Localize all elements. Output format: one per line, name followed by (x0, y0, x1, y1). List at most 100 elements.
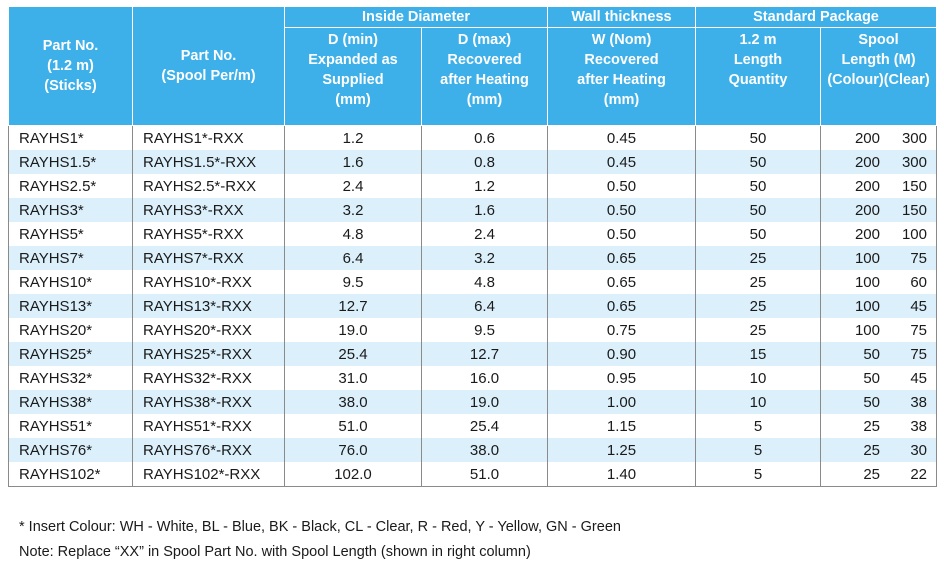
part-no-cell: RAYHS38* (8, 390, 133, 414)
d-max-cell: 51.0 (421, 462, 548, 487)
d-max-cell: 0.8 (421, 150, 548, 174)
wall-thickness-cell: 0.45 (547, 150, 696, 174)
part-no-cell: RAYHS1* (8, 125, 133, 150)
header-inside-diameter: Inside Diameter (284, 6, 548, 28)
d-min-cell: 6.4 (284, 246, 422, 270)
table-row: RAYHS10* RAYHS10*-RXX 9.5 4.8 0.65 25 100 60 (8, 270, 938, 294)
table-row: RAYHS13* RAYHS13*-RXX 12.7 6.4 0.65 25 100 45 (8, 294, 938, 318)
table-row: RAYHS5* RAYHS5*-RXX 4.8 2.4 0.50 50 200 100 (8, 222, 938, 246)
spool-colour-value: 100 (854, 273, 880, 291)
part-no-cell: RAYHS5* (8, 222, 133, 246)
spool-length-cell: 25 38 (819, 414, 938, 438)
length-quantity-cell: 10 (695, 366, 821, 390)
length-quantity-cell: 50 (695, 198, 821, 222)
part-no-cell: RAYHS10* (8, 270, 133, 294)
table-row: RAYHS76* RAYHS76*-RXX 76.0 38.0 1.25 5 25 30 (8, 438, 938, 462)
spool-part-no-cell: RAYHS1*-RXX (132, 125, 285, 150)
spec-table: Part No. (1.2 m) (Sticks) Part No. (Spoo… (8, 6, 938, 487)
part-no-cell: RAYHS3* (8, 198, 133, 222)
d-max-cell: 3.2 (421, 246, 548, 270)
spool-length-cell: 200 300 (819, 150, 938, 174)
spool-part-no-cell: RAYHS1.5*-RXX (132, 150, 285, 174)
table-row: RAYHS7* RAYHS7*-RXX 6.4 3.2 0.65 25 100 75 (8, 246, 938, 270)
d-max-cell: 16.0 (421, 366, 548, 390)
part-no-cell: RAYHS76* (8, 438, 133, 462)
spool-length-cell: 100 75 (819, 318, 938, 342)
header-spool-length: Spool Length (M) (Colour)(Clear) (819, 27, 938, 126)
spool-part-no-cell: RAYHS20*-RXX (132, 318, 285, 342)
part-no-cell: RAYHS7* (8, 246, 133, 270)
d-min-cell: 2.4 (284, 174, 422, 198)
table-body: RAYHS1* RAYHS1*-RXX 1.2 0.6 0.45 50 200 300 RAYH… (8, 125, 938, 487)
part-no-cell: RAYHS13* (8, 294, 133, 318)
wall-thickness-cell: 0.65 (547, 246, 696, 270)
length-quantity-cell: 50 (695, 125, 821, 150)
length-quantity-cell: 50 (695, 222, 821, 246)
part-no-cell: RAYHS102* (8, 462, 133, 487)
spool-clear-value: 75 (910, 321, 927, 339)
header-w-nom: W (Nom) Recovered after Heating (mm) (547, 27, 696, 126)
spool-part-no-cell: RAYHS5*-RXX (132, 222, 285, 246)
spool-colour-value: 100 (854, 249, 880, 267)
spool-part-no-cell: RAYHS32*-RXX (132, 366, 285, 390)
wall-thickness-cell: 0.75 (547, 318, 696, 342)
d-max-cell: 19.0 (421, 390, 548, 414)
spool-clear-value: 75 (910, 345, 927, 363)
d-min-cell: 1.2 (284, 125, 422, 150)
d-max-cell: 1.2 (421, 174, 548, 198)
d-max-cell: 1.6 (421, 198, 548, 222)
length-quantity-cell: 5 (695, 462, 821, 487)
d-max-cell: 38.0 (421, 438, 548, 462)
spool-colour-value: 200 (854, 225, 880, 243)
d-min-cell: 1.6 (284, 150, 422, 174)
spool-clear-value: 45 (910, 297, 927, 315)
wall-thickness-cell: 0.95 (547, 366, 696, 390)
d-max-cell: 0.6 (421, 125, 548, 150)
length-quantity-cell: 15 (695, 342, 821, 366)
table-row: RAYHS51* RAYHS51*-RXX 51.0 25.4 1.15 5 25 38 (8, 414, 938, 438)
spool-colour-value: 50 (863, 393, 880, 411)
spool-clear-value: 38 (910, 393, 927, 411)
spool-clear-value: 45 (910, 369, 927, 387)
length-quantity-cell: 25 (695, 270, 821, 294)
table-row: RAYHS1.5* RAYHS1.5*-RXX 1.6 0.8 0.45 50 200 300 (8, 150, 938, 174)
length-quantity-cell: 5 (695, 414, 821, 438)
spool-clear-value: 150 (901, 201, 927, 219)
insert-colour-note: * Insert Colour: WH - White, BL - Blue, … (19, 519, 621, 535)
wall-thickness-cell: 1.25 (547, 438, 696, 462)
spool-part-no-cell: RAYHS25*-RXX (132, 342, 285, 366)
spool-colour-value: 200 (854, 153, 880, 171)
spool-clear-value: 60 (910, 273, 927, 291)
table-row: RAYHS1* RAYHS1*-RXX 1.2 0.6 0.45 50 200 300 (8, 125, 938, 150)
table-row: RAYHS20* RAYHS20*-RXX 19.0 9.5 0.75 25 100 75 (8, 318, 938, 342)
part-no-cell: RAYHS32* (8, 366, 133, 390)
d-min-cell: 25.4 (284, 342, 422, 366)
d-min-cell: 12.7 (284, 294, 422, 318)
header-wall-thickness: Wall thickness (547, 6, 696, 28)
spool-clear-value: 75 (910, 249, 927, 267)
spool-colour-value: 25 (863, 441, 880, 459)
d-max-cell: 12.7 (421, 342, 548, 366)
spool-length-cell: 200 100 (819, 222, 938, 246)
d-min-cell: 51.0 (284, 414, 422, 438)
part-no-cell: RAYHS1.5* (8, 150, 133, 174)
header-standard-package: Standard Package (694, 6, 938, 28)
length-quantity-cell: 25 (695, 318, 821, 342)
header-d-max: D (max) Recovered after Heating (mm) (421, 27, 548, 126)
spool-part-no-cell: RAYHS51*-RXX (132, 414, 285, 438)
wall-thickness-cell: 0.65 (547, 270, 696, 294)
table-row: RAYHS3* RAYHS3*-RXX 3.2 1.6 0.50 50 200 150 (8, 198, 938, 222)
d-min-cell: 9.5 (284, 270, 422, 294)
spool-part-no-cell: RAYHS10*-RXX (132, 270, 285, 294)
replace-note: Note: Replace “XX” in Spool Part No. wit… (19, 544, 531, 560)
spool-length-cell: 100 60 (819, 270, 938, 294)
wall-thickness-cell: 1.40 (547, 462, 696, 487)
spool-length-cell: 50 75 (819, 342, 938, 366)
spool-colour-value: 100 (854, 297, 880, 315)
spool-length-cell: 25 22 (819, 462, 938, 487)
length-quantity-cell: 25 (695, 246, 821, 270)
spool-colour-value: 50 (863, 369, 880, 387)
d-min-cell: 4.8 (284, 222, 422, 246)
table-row: RAYHS32* RAYHS32*-RXX 31.0 16.0 0.95 10 50 45 (8, 366, 938, 390)
wall-thickness-cell: 0.45 (547, 125, 696, 150)
